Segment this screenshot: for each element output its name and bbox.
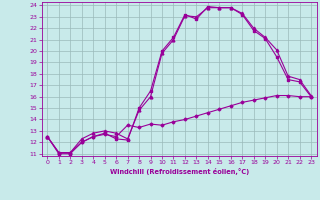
X-axis label: Windchill (Refroidissement éolien,°C): Windchill (Refroidissement éolien,°C) bbox=[109, 168, 249, 175]
